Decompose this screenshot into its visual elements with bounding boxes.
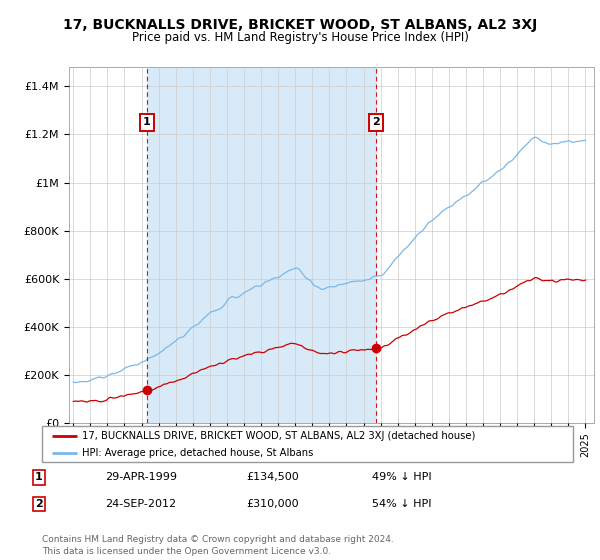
Text: 49% ↓ HPI: 49% ↓ HPI — [372, 472, 431, 482]
Text: 29-APR-1999: 29-APR-1999 — [105, 472, 177, 482]
Text: £134,500: £134,500 — [246, 472, 299, 482]
Text: Contains HM Land Registry data © Crown copyright and database right 2024.
This d: Contains HM Land Registry data © Crown c… — [42, 535, 394, 556]
Text: 24-SEP-2012: 24-SEP-2012 — [105, 499, 176, 509]
Text: HPI: Average price, detached house, St Albans: HPI: Average price, detached house, St A… — [82, 448, 313, 458]
Text: 1: 1 — [143, 118, 151, 128]
Text: 2: 2 — [372, 118, 380, 128]
Text: £310,000: £310,000 — [246, 499, 299, 509]
Bar — [147, 67, 376, 423]
Text: 2: 2 — [35, 499, 43, 509]
Text: Price paid vs. HM Land Registry's House Price Index (HPI): Price paid vs. HM Land Registry's House … — [131, 31, 469, 44]
Text: 1: 1 — [35, 472, 43, 482]
Text: 17, BUCKNALLS DRIVE, BRICKET WOOD, ST ALBANS, AL2 3XJ: 17, BUCKNALLS DRIVE, BRICKET WOOD, ST AL… — [63, 18, 537, 32]
FancyBboxPatch shape — [42, 426, 573, 462]
Text: 17, BUCKNALLS DRIVE, BRICKET WOOD, ST ALBANS, AL2 3XJ (detached house): 17, BUCKNALLS DRIVE, BRICKET WOOD, ST AL… — [82, 431, 475, 441]
Text: 54% ↓ HPI: 54% ↓ HPI — [372, 499, 431, 509]
